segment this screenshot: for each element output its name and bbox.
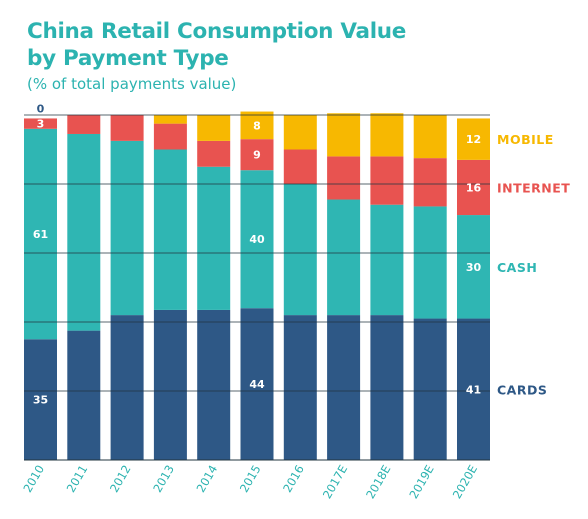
bar-cards-2019e — [413, 318, 447, 460]
bar-cards-2020e — [457, 318, 490, 460]
x-tick-label-2020e: 2020E — [450, 463, 480, 502]
bar-internet-2012 — [110, 115, 144, 141]
bar-cash-2018e — [370, 204, 404, 316]
chart-title: China Retail Consumption Value by Paymen… — [27, 18, 406, 72]
bar-cards-2017e — [327, 315, 361, 460]
bar-internet-2020e — [457, 159, 490, 216]
data-label-internet-2020e: 16 — [466, 181, 482, 194]
bar-cards-2014 — [197, 309, 231, 460]
data-label-cards-2015: 44 — [249, 378, 265, 391]
x-tick-label-2012: 2012 — [107, 463, 134, 495]
data-label-mobile-2015: 8 — [253, 119, 261, 132]
x-tick-label-2019e: 2019E — [406, 463, 436, 502]
bar-cards-2015 — [240, 308, 274, 460]
bar-internet-2013 — [153, 123, 187, 150]
bar-mobile-2015 — [240, 111, 274, 140]
bar-internet-2017e — [327, 156, 361, 200]
x-tick-label-2016: 2016 — [280, 463, 307, 495]
data-label-cash-2015: 40 — [249, 233, 265, 246]
data-label-mobile-2020e: 12 — [466, 133, 481, 146]
data-label-mobile-2010: 0 — [37, 102, 45, 115]
bar-cards-2013 — [153, 309, 187, 460]
chart-title-line-1: China Retail Consumption Value — [27, 19, 407, 44]
bar-cash-2017e — [327, 199, 361, 316]
bar-internet-2018e — [370, 156, 404, 205]
bar-cash-2010 — [24, 128, 57, 340]
bar-mobile-2013 — [153, 115, 187, 124]
bar-cards-2016 — [283, 315, 317, 460]
bar-cards-2012 — [110, 315, 144, 460]
data-label-internet-2010: 3 — [37, 118, 45, 131]
bar-cash-2013 — [153, 149, 187, 310]
bar-mobile-2016 — [283, 115, 317, 150]
bar-cash-2015 — [240, 170, 274, 309]
bar-cash-2012 — [110, 140, 144, 316]
x-tick-label-2014: 2014 — [194, 463, 221, 495]
x-tick-label-2011: 2011 — [64, 463, 91, 495]
bar-cards-2011 — [67, 330, 101, 460]
bar-mobile-2017e — [327, 113, 361, 157]
bar-mobile-2014 — [197, 115, 231, 141]
data-label-internet-2015: 9 — [253, 149, 261, 162]
bar-cash-2019e — [413, 206, 447, 319]
series-label-cash: CASH — [497, 260, 537, 275]
x-tick-label-2018e: 2018E — [363, 463, 393, 502]
bar-mobile-2018e — [370, 113, 404, 157]
data-label-cards-2010: 35 — [33, 394, 48, 407]
bar-internet-2015 — [240, 139, 274, 171]
data-label-cash-2010: 61 — [33, 228, 48, 241]
bar-internet-2011 — [67, 115, 101, 134]
x-tick-label-2010: 2010 — [20, 463, 47, 495]
series-label-mobile: MOBILE — [497, 132, 554, 147]
bar-cash-2020e — [457, 215, 490, 319]
x-tick-label-2015: 2015 — [237, 463, 264, 495]
bar-cards-2010 — [24, 339, 57, 460]
bar-internet-2019e — [413, 158, 447, 207]
x-tick-label-2017e: 2017E — [320, 463, 350, 502]
bar-cash-2011 — [67, 133, 101, 331]
bar-cards-2018e — [370, 315, 404, 460]
bar-internet-2014 — [197, 140, 231, 167]
bar-cash-2016 — [283, 184, 317, 316]
data-label-cards-2020e: 41 — [466, 383, 481, 396]
bar-mobile-2019e — [413, 115, 447, 159]
data-label-cash-2020e: 30 — [466, 261, 482, 274]
bar-mobile-2020e — [457, 118, 490, 160]
chart-title-line-2: by Payment Type — [27, 46, 229, 71]
chart-subtitle: (% of total payments value) — [27, 75, 237, 93]
bar-cash-2014 — [197, 166, 231, 310]
bar-internet-2016 — [283, 149, 317, 184]
series-label-internet: INTERNET — [497, 180, 570, 195]
bar-internet-2010 — [24, 118, 57, 129]
x-tick-label-2013: 2013 — [150, 463, 177, 495]
series-label-cards: CARDS — [497, 382, 547, 397]
